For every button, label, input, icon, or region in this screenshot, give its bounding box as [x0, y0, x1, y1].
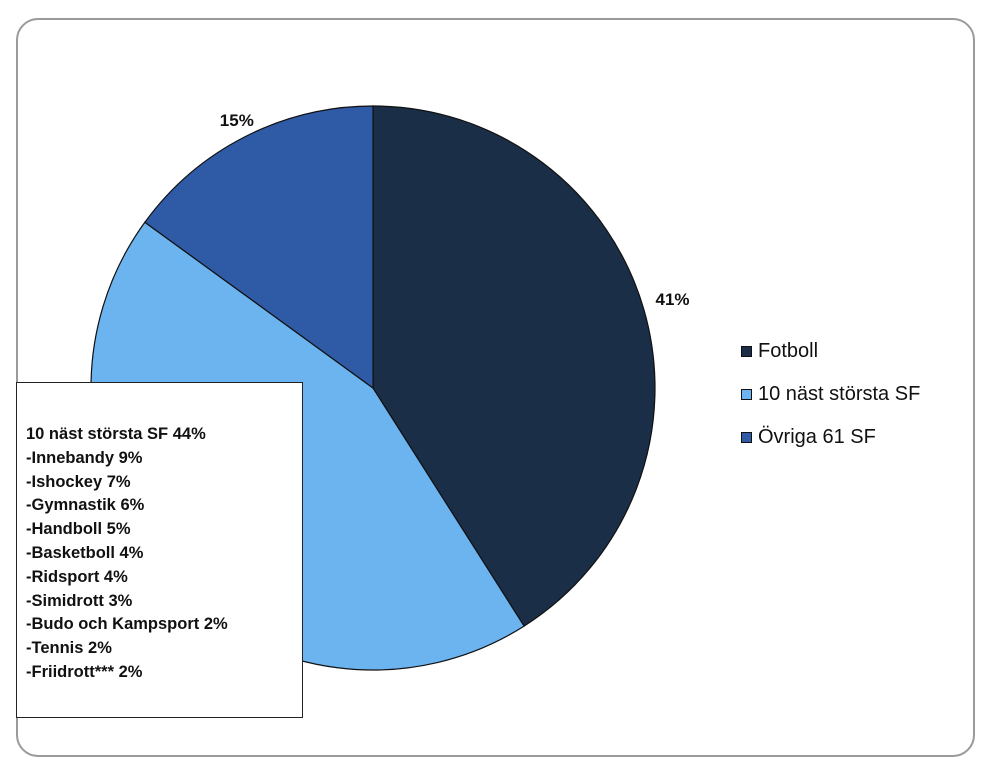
- legend-swatch-ovriga: [741, 432, 752, 443]
- slice-ovriga: [144, 105, 374, 390]
- annotation-heading: 10 näst största SF 44%: [26, 425, 206, 443]
- annotation-line: -Basketboll 4%: [26, 543, 144, 562]
- legend-swatch-10-nast-storsta: [741, 389, 752, 400]
- annotation-line: -Ridsport 4%: [26, 567, 128, 586]
- annotation-line: -Simidrott 3%: [26, 591, 133, 610]
- legend-label: 10 näst största SF: [758, 383, 921, 405]
- annotation-line: -Gymnastik 6%: [26, 496, 145, 515]
- annotation-line: -Friidrott*** 2%: [26, 662, 143, 681]
- legend-item-10-nast-storsta: 10 näst största SF: [741, 373, 920, 416]
- legend-item-fotboll: Fotboll: [741, 330, 920, 373]
- slice-fotboll: [372, 105, 656, 627]
- legend-item-ovriga: Övriga 61 SF: [741, 416, 920, 459]
- annotation-line: -Tennis 2%: [26, 639, 112, 658]
- annotation-line: -Innebandy 9%: [26, 448, 143, 467]
- legend: Fotboll 10 näst största SF Övriga 61 SF: [741, 330, 920, 459]
- legend-swatch-fotboll: [741, 346, 752, 357]
- legend-label: Övriga 61 SF: [758, 426, 876, 448]
- annotation-line: -Ishockey 7%: [26, 472, 131, 491]
- slice-label-ovriga: 15%: [219, 110, 254, 130]
- legend-label: Fotboll: [758, 340, 819, 362]
- annotation-line: -Budo och Kampsport 2%: [26, 615, 228, 634]
- annotation-box: 10 näst största SF 44% -Innebandy 9% -Is…: [16, 382, 303, 718]
- annotation-line: -Handboll 5%: [26, 520, 131, 539]
- slice-label-fotboll: 41%: [655, 290, 690, 310]
